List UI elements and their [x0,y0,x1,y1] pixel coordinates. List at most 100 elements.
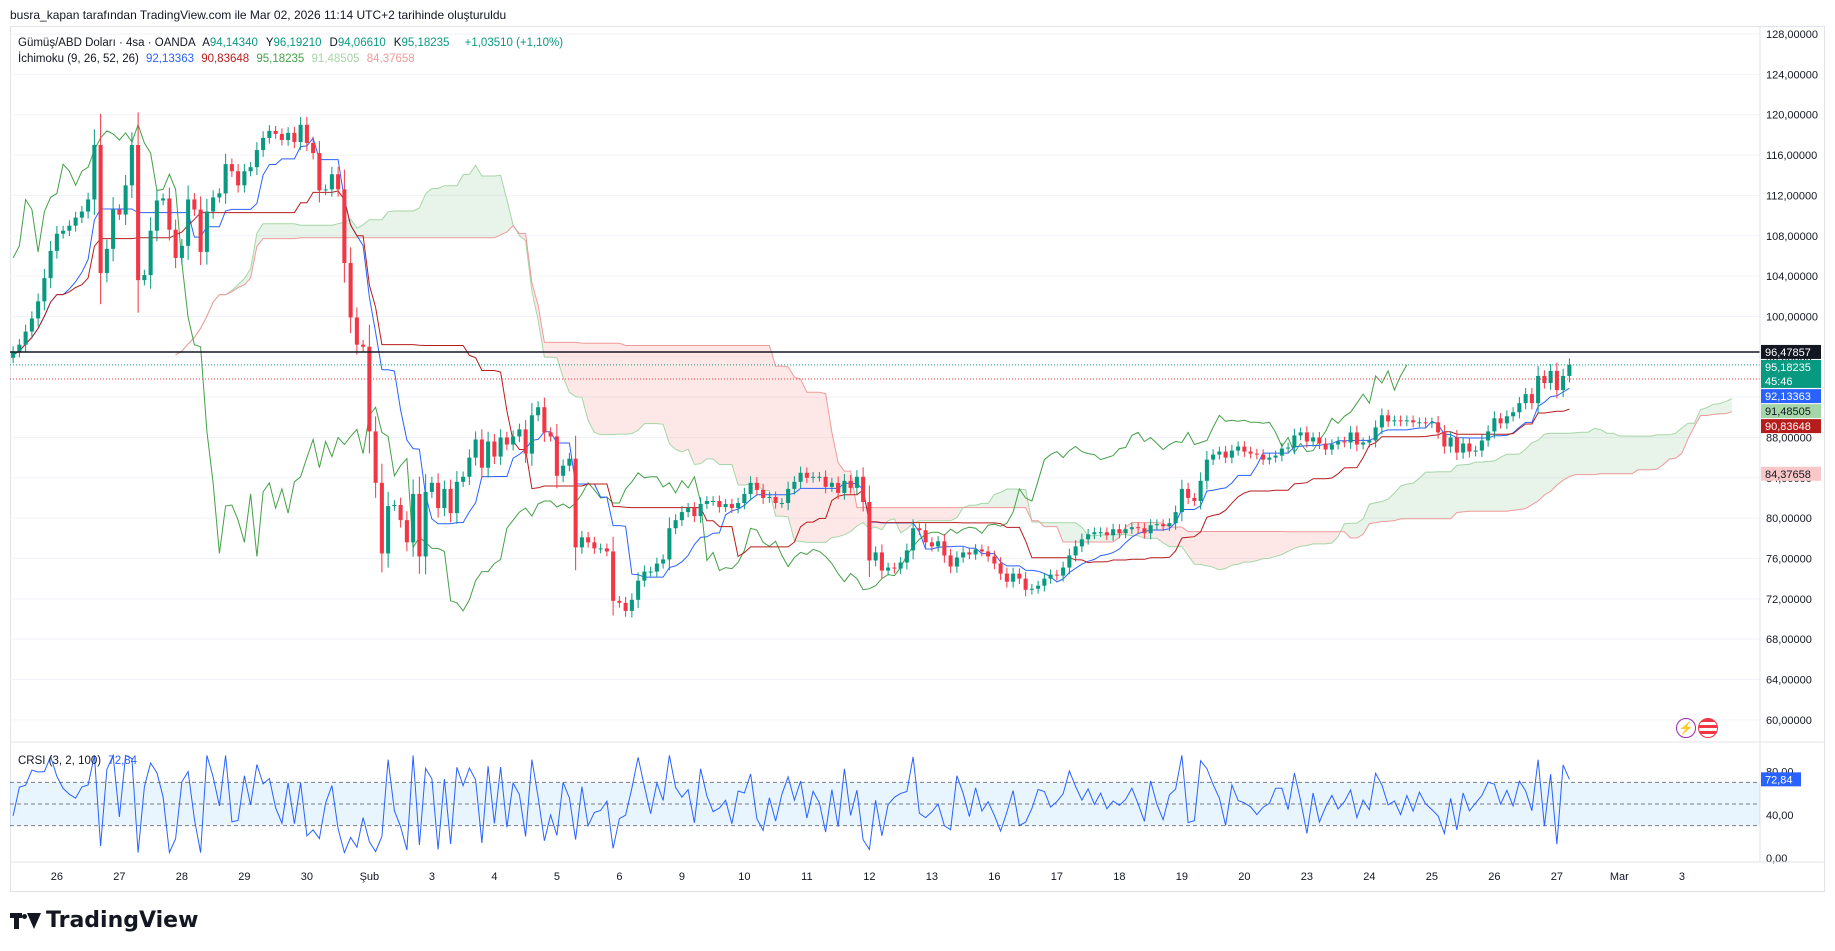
candle [942,534,947,563]
candle-body [929,542,934,547]
candle-body [1367,440,1372,443]
price-badge-bg [1761,404,1821,419]
candle-body [923,530,928,543]
ichimoku-cloud-segment [669,345,676,450]
candle-body [186,199,191,246]
ichimoku-cloud-segment [1594,428,1601,475]
ichimoku-cloud-segment [819,392,826,543]
candle [1154,519,1159,531]
candle-body [1442,432,1447,447]
crsi-badge-label: 72,84 [1765,774,1793,786]
candle [67,220,72,237]
ichimoku-tenkan-value: 92,13363 [146,53,194,65]
candle [1142,522,1147,539]
ichimoku-cloud-segment [1400,484,1407,519]
candle [998,557,1003,580]
time-tick-label: 17 [1051,871,1063,883]
ichimoku-cloud-segment [1469,462,1476,512]
chart-frame [10,26,1825,892]
candle-body [192,199,197,210]
candle [679,506,684,527]
candle-body [292,132,297,142]
ichimoku-cloud-segment [600,343,607,435]
candle [1292,428,1297,455]
price-badge-bg [1761,466,1821,481]
candle-body [698,504,703,517]
candle [667,517,672,571]
price-badge-bg [1761,359,1821,388]
candle-body [1167,523,1172,527]
candle-body [1042,578,1047,586]
candle-body [423,491,428,557]
candle [673,514,678,535]
ichimoku-cloud-segment [281,223,289,239]
time-tick-label: 3 [429,871,435,883]
ichimoku-cloud-segment [1625,435,1632,474]
candle-body [48,250,53,279]
candle-body [1417,422,1422,424]
price-badge: 84,37658 [1761,466,1821,481]
ichimoku-cloud-segment [1306,531,1314,546]
candle [723,499,728,512]
ichimoku-cloud-segment [1613,433,1620,474]
candle [1242,441,1247,457]
candle-body [529,415,534,454]
price-badge-bg [1761,344,1821,359]
candle-body [736,503,741,509]
candle-body [711,500,716,502]
candle [1442,425,1447,454]
candle-body [261,137,266,151]
candle-body [642,571,647,581]
candle-body [1198,480,1203,501]
candle [898,557,903,575]
candle-body [1348,432,1353,443]
ichimoku-cloud-segment [1719,401,1726,414]
tradingview-logo[interactable]: TradingView [10,908,198,933]
candle-body [836,482,841,493]
ichimoku-cloud-segment [938,507,945,521]
candle [1567,358,1572,383]
candle [398,497,403,528]
price-tick-label: 104,00000 [1766,271,1818,283]
candle-body [461,476,466,482]
candle [79,206,84,224]
ichimoku-cloud-segment [256,223,264,247]
candle [361,339,366,352]
ichimoku-cloud-segment [706,345,714,459]
us-flag-icon[interactable] [1698,718,1718,738]
candle-body [317,153,322,191]
candle-body [1454,437,1459,453]
candle-body [117,209,122,215]
candle [404,511,409,552]
ichimoku-cloud-segment [1044,522,1051,527]
candle-body [492,441,497,457]
candle [661,554,666,569]
candle-body [867,502,872,561]
candle-body [148,230,153,276]
candle-body [1261,454,1266,460]
candle-body [1217,451,1222,455]
candle [761,483,766,504]
candle [1317,431,1322,450]
ichimoku-cloud-segment [1450,465,1457,519]
candle [1542,370,1547,389]
ichimoku-cloud-segment [1488,460,1495,512]
ichimoku-cloud-segment [1663,434,1670,465]
candle [1111,523,1116,541]
ichimoku-lagging-line [12,123,1408,612]
candle-body [411,493,416,543]
candle [917,523,922,536]
candle-body [1229,450,1234,458]
candle [1479,434,1484,457]
candle-body [248,167,253,172]
candle-body [279,133,284,140]
candle-body [498,437,503,457]
ichimoku-cloud-segment [713,345,720,465]
time-tick-label: 19 [1176,871,1188,883]
price-tick-label: 88,00000 [1766,432,1812,444]
candle-body [811,476,816,478]
candle [129,132,134,199]
lightning-icon[interactable]: ⚡ [1676,718,1696,738]
